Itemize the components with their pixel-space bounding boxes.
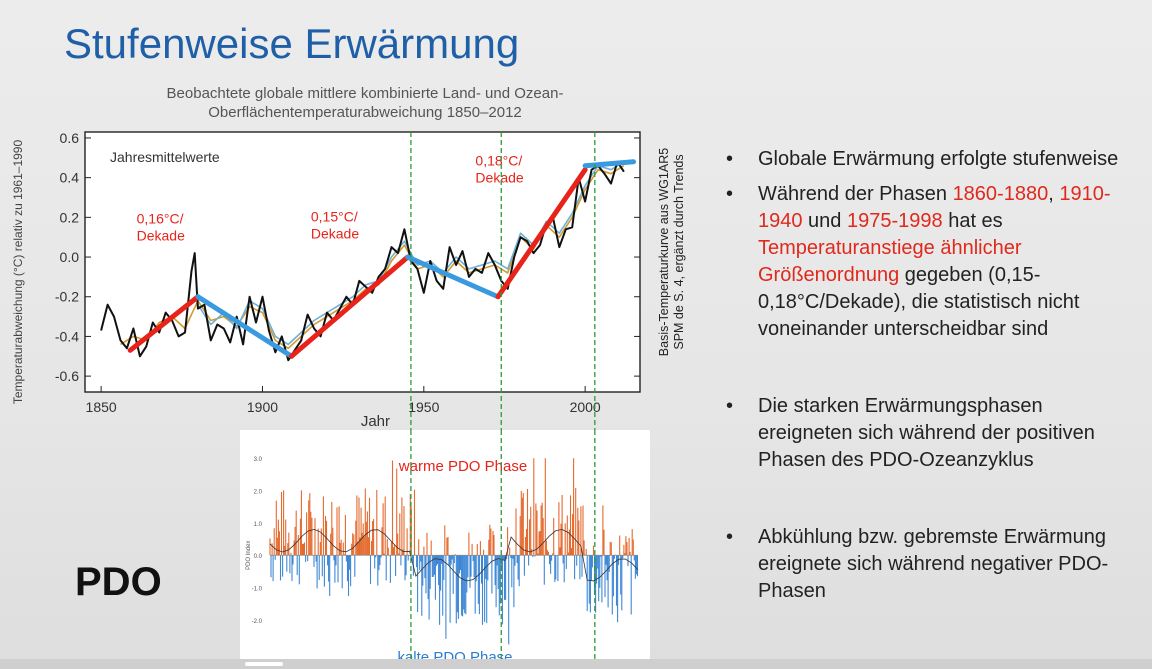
- x-tick-label: 1900: [247, 399, 278, 415]
- inner-label: Jahresmittelwerte: [110, 149, 220, 165]
- trend-segment: [405, 254, 501, 300]
- trend-segment: [195, 294, 295, 359]
- x-tick-label: 1850: [86, 399, 117, 415]
- y-axis-label: Temperaturabweichung (°C) relativ zu 196…: [11, 140, 25, 405]
- trend-annotation: Dekade: [137, 227, 185, 243]
- trend-annotation: Dekade: [475, 170, 523, 186]
- temperature-chart: -0.6 -0.4 -0.2 0.0 0.2 0.4 0.6 1850 1900 1950 2000…: [11, 130, 686, 430]
- trend-annotation: 0,18°C/: [475, 153, 522, 169]
- pdo-y-tick-label: -1.0: [252, 587, 263, 593]
- trend-segment: [289, 254, 411, 359]
- series-line: [100, 160, 625, 362]
- pdo-y-tick-label: 0.0: [254, 554, 263, 560]
- y-tick-label: -0.2: [55, 289, 79, 305]
- trend-segment: [495, 167, 588, 300]
- pdo-smoothed-curve: [269, 528, 639, 582]
- y-tick-label: 0.2: [60, 209, 80, 225]
- trend-annotation: 0,15°C/: [311, 208, 358, 224]
- y-tick-label: -0.6: [55, 368, 79, 384]
- x-tick-label: 1950: [408, 399, 439, 415]
- y-tick-label: -0.4: [55, 328, 79, 344]
- progress-indicator[interactable]: [245, 662, 283, 666]
- bullet-3: Die starken Erwärmungsphasen ereigneten …: [718, 393, 1138, 474]
- y-tick-label: 0.6: [60, 130, 80, 146]
- slide-title: Stufenweise Erwärmung: [64, 20, 520, 67]
- trend-annotation: Dekade: [311, 225, 359, 241]
- pdo-y-tick-label: 2.0: [254, 490, 263, 496]
- bullet-2: Während der Phasen 1860-1880, 1910-1940 …: [718, 181, 1138, 343]
- pdo-y-tick-label: -2.0: [252, 619, 263, 625]
- trend-annotation: 0,16°C/: [137, 210, 184, 226]
- x-tick-label: 2000: [570, 399, 601, 415]
- right-axis-label: SPM de S. 4, ergänzt durch Trends: [672, 154, 686, 349]
- trend-segment: [582, 159, 637, 169]
- bullet-list: Globale Erwärmung erfolgte stufenweise W…: [718, 146, 1138, 613]
- pdo-y-tick-label: 3.0: [254, 457, 263, 463]
- pdo-label: PDO: [75, 560, 162, 604]
- y-tick-label: 0.4: [60, 170, 80, 186]
- y-tick-label: 0.0: [60, 249, 80, 265]
- video-progress-bar[interactable]: [0, 659, 1152, 669]
- right-axis-label: Basis-Temperaturkurve aus WG1AR5: [657, 148, 671, 356]
- warm-phase-label: warme PDO Phase: [398, 458, 527, 475]
- trend-segment: [127, 294, 201, 353]
- x-axis-label: Jahr: [361, 413, 390, 430]
- pdo-chart: 3.0 2.0 1.0 0.0 -1.0 -2.0 PDO Index warme PDO P…: [240, 430, 650, 669]
- chart-title: Beobachtete globale mittlere kombinierte…: [166, 85, 564, 121]
- pdo-y-axis-label: PDO Index: [246, 541, 252, 570]
- bullet-4: Abkühlung bzw. gebremste Erwärmung ereig…: [718, 524, 1138, 605]
- pdo-y-tick-label: 1.0: [254, 522, 263, 528]
- bullet-1: Globale Erwärmung erfolgte stufenweise: [718, 146, 1138, 173]
- plot-frame: [84, 131, 641, 393]
